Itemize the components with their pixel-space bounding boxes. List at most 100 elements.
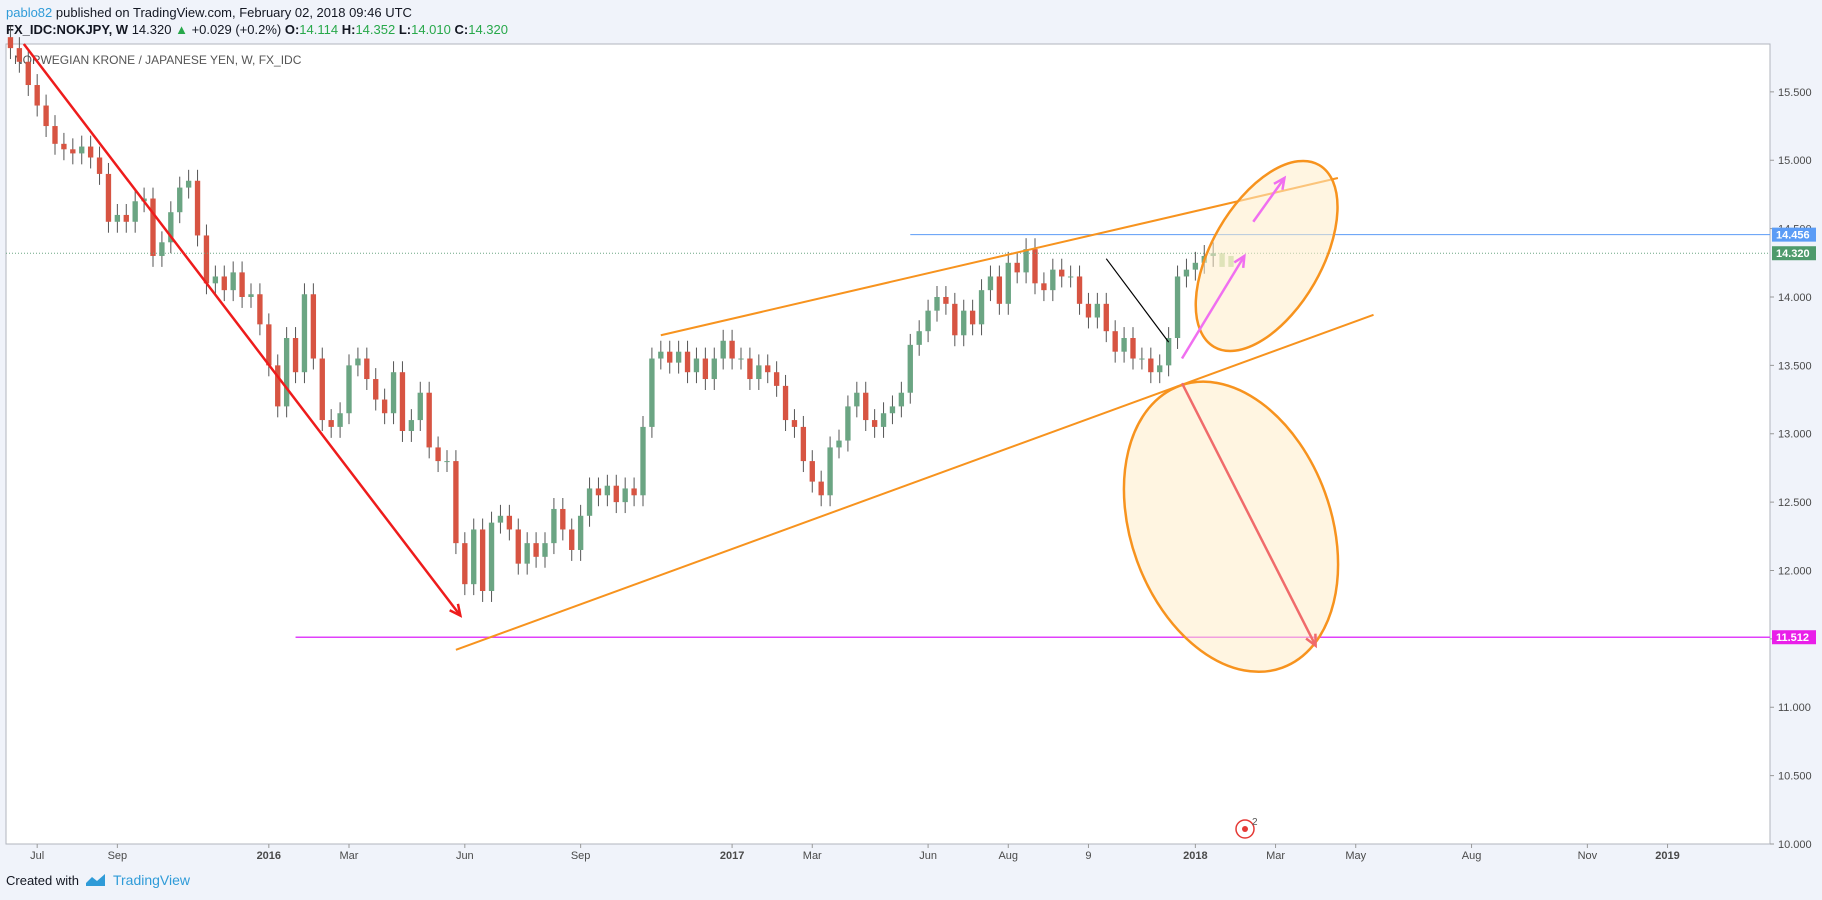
candle-body: [551, 508, 557, 544]
candle-down: [800, 415, 807, 473]
tradingview-brand[interactable]: TradingView: [112, 872, 191, 888]
candle-up: [1094, 292, 1101, 329]
candle-down: [381, 388, 388, 425]
candle-body: [355, 358, 361, 366]
candle-up: [1005, 251, 1011, 315]
candle-body: [328, 420, 334, 427]
candle-down: [996, 265, 1003, 315]
candle-up: [1192, 251, 1199, 281]
bullish-arrow-1[interactable]: [1180, 253, 1246, 360]
candle-body: [1130, 338, 1136, 359]
candle-body: [765, 365, 771, 373]
candle-down: [61, 132, 67, 161]
author-link[interactable]: pablo82: [6, 5, 53, 20]
notification-icon[interactable]: 2: [1235, 817, 1258, 839]
candle-down: [613, 474, 619, 514]
candle-up: [622, 477, 628, 514]
candle-body: [800, 426, 807, 462]
ohlc-bar: FX_IDC:NOKJPY, W 14.320 ▲ +0.029 (+0.2%)…: [6, 22, 508, 37]
bearish-arrow[interactable]: [1180, 382, 1317, 649]
candle-body: [381, 399, 388, 414]
downtrend-arrow[interactable]: [22, 43, 463, 618]
candle-down: [123, 204, 129, 233]
candle-body: [1139, 358, 1145, 360]
candle-body: [836, 440, 842, 448]
candle-body: [7, 37, 14, 49]
candle-down: [52, 115, 58, 155]
candle-up: [1139, 347, 1145, 370]
candle-body: [1041, 283, 1047, 291]
candle-body: [471, 529, 477, 585]
candle-body: [845, 406, 851, 441]
x-tick-label: Jul: [30, 850, 44, 862]
candle-body: [52, 126, 58, 144]
candle-body: [203, 235, 210, 284]
candle-body: [43, 105, 49, 127]
candle-body: [1165, 338, 1172, 366]
x-tick-label: 2018: [1183, 850, 1207, 862]
candle-body: [132, 201, 138, 222]
candle-body: [577, 515, 584, 550]
candle-body: [79, 146, 85, 154]
candle-body: [462, 543, 468, 585]
last-price: 14.320: [131, 22, 172, 37]
candle-body: [542, 543, 548, 557]
candle-up: [693, 347, 700, 384]
candle-body: [239, 272, 245, 297]
candle-up: [1165, 327, 1172, 377]
change-value: +0.029 (+0.2%): [191, 22, 282, 37]
candle-down: [435, 436, 441, 473]
candle-up: [132, 190, 138, 233]
candle-down: [1014, 251, 1020, 284]
high-value: 14.352: [355, 22, 396, 37]
candle-body: [1121, 338, 1127, 352]
x-tick-label: 2016: [257, 850, 281, 862]
candle-down: [943, 286, 949, 315]
low-value: 14.010: [411, 22, 451, 37]
candle-body: [560, 508, 566, 530]
candle-down: [25, 50, 31, 96]
candle-down: [462, 532, 468, 596]
candle-up: [159, 231, 165, 267]
candle-body: [275, 365, 281, 407]
candle-body: [168, 212, 174, 243]
candle-down: [364, 347, 370, 390]
candle-body: [212, 276, 219, 284]
candle-up: [577, 504, 584, 561]
candle-up: [1157, 354, 1163, 384]
candle-body: [952, 303, 958, 336]
candle-body: [889, 406, 896, 414]
candle-up: [649, 347, 655, 438]
candle-body: [711, 358, 717, 380]
bullish-scenario-ellipse[interactable]: [1167, 138, 1367, 375]
change-arrow-icon: ▲: [175, 22, 188, 37]
candle-up: [738, 347, 744, 370]
candle-up: [586, 477, 593, 527]
candle-down: [105, 162, 112, 233]
bearish-scenario-ellipse[interactable]: [1086, 352, 1377, 702]
candle-down: [871, 409, 878, 438]
bullish-arrow-2[interactable]: [1252, 175, 1287, 223]
candle-down: [319, 347, 325, 432]
candle-body: [649, 358, 655, 427]
created-with-text: Created with: [6, 872, 79, 888]
candle-up: [880, 402, 887, 438]
candle-body: [390, 372, 397, 414]
candle-up: [230, 261, 236, 302]
candle-down: [506, 504, 513, 541]
x-tick-label: Sep: [571, 850, 591, 862]
candle-down: [560, 498, 566, 541]
candle-body: [693, 358, 700, 373]
candle-body: [123, 214, 129, 222]
candle-up: [301, 283, 308, 384]
candle-body: [791, 420, 798, 427]
tradingview-logo-icon[interactable]: [85, 873, 107, 887]
candle-down: [791, 409, 798, 438]
candle-body: [996, 276, 1003, 304]
candle-body: [1174, 276, 1181, 339]
price-label-text: 14.456: [1776, 230, 1810, 242]
candle-down: [595, 477, 602, 507]
candle-down: [292, 327, 299, 384]
candle-body: [337, 413, 343, 427]
